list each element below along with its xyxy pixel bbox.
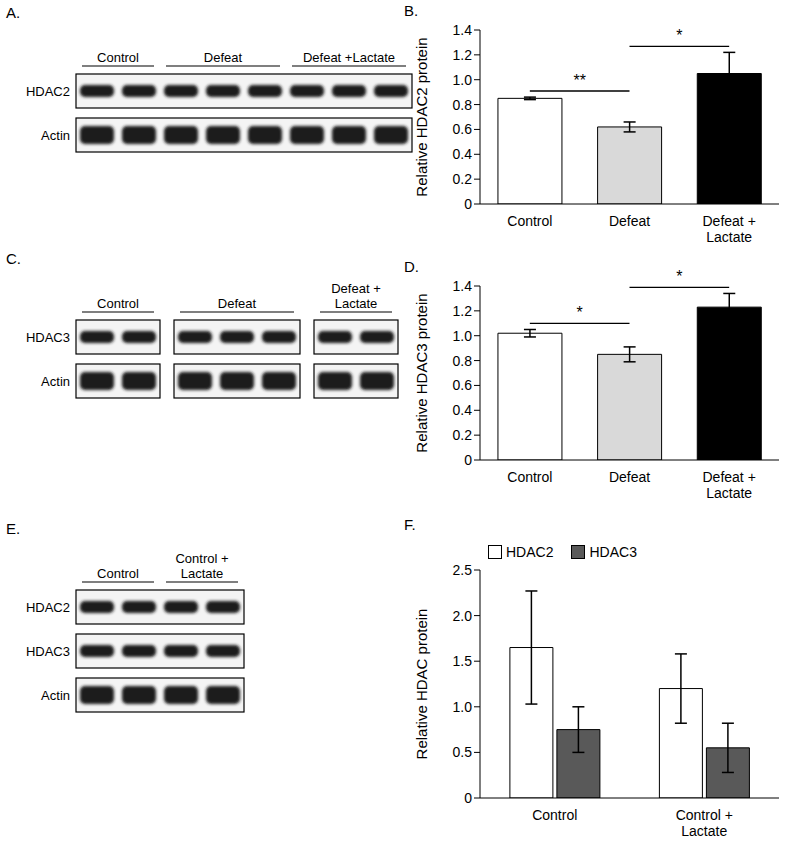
svg-text:HDAC3: HDAC3 [26, 330, 70, 345]
svg-text:**: ** [573, 72, 585, 89]
svg-text:2.5: 2.5 [453, 562, 473, 578]
svg-text:1.4: 1.4 [453, 22, 473, 38]
svg-text:Control: Control [507, 213, 552, 229]
svg-text:1.0: 1.0 [453, 699, 473, 715]
svg-text:1.2: 1.2 [453, 303, 473, 319]
svg-text:Defeat: Defeat [609, 469, 650, 485]
svg-text:0: 0 [464, 196, 472, 212]
svg-text:Control +: Control + [676, 807, 733, 823]
html-text:D.: D. [404, 258, 419, 275]
svg-text:Lactate: Lactate [706, 229, 752, 245]
svg-text:1.0: 1.0 [453, 72, 473, 88]
svg-text:Defeat +Lactate: Defeat +Lactate [303, 50, 395, 65]
svg-text:0: 0 [464, 790, 472, 806]
svg-text:Lactate: Lactate [335, 296, 378, 311]
svg-text:Defeat +: Defeat + [331, 281, 381, 296]
svg-text:Control: Control [97, 296, 139, 311]
svg-text:Relative HDAC3 protein: Relative HDAC3 protein [413, 293, 430, 452]
html-text:E.: E. [6, 520, 21, 537]
svg-text:0.8: 0.8 [453, 97, 473, 113]
svg-text:Control: Control [97, 50, 139, 65]
svg-text:HDAC2: HDAC2 [26, 84, 70, 99]
svg-text:Lactate: Lactate [681, 823, 727, 839]
svg-text:Control: Control [97, 566, 139, 581]
html-text:HDAC2: HDAC2 [506, 544, 554, 560]
html-text:C.: C. [6, 250, 21, 267]
svg-text:HDAC3: HDAC3 [26, 644, 70, 659]
svg-text:Defeat: Defeat [218, 296, 257, 311]
svg-text:0.8: 0.8 [453, 353, 473, 369]
svg-text:Actin: Actin [41, 128, 70, 143]
svg-text:Defeat: Defeat [609, 213, 650, 229]
svg-text:Lactate: Lactate [706, 485, 752, 501]
svg-text:0.2: 0.2 [453, 171, 473, 187]
svg-text:Relative HDAC protein: Relative HDAC protein [413, 609, 430, 760]
html-text:A.: A. [6, 4, 21, 21]
svg-text:HDAC2: HDAC2 [26, 600, 70, 615]
svg-text:0.6: 0.6 [453, 121, 473, 137]
svg-text:0.5: 0.5 [453, 744, 473, 760]
html-text:B.: B. [404, 2, 419, 19]
svg-text:0.4: 0.4 [453, 402, 473, 418]
svg-text:0.4: 0.4 [453, 146, 473, 162]
svg-text:0.6: 0.6 [453, 377, 473, 393]
svg-text:Defeat +: Defeat + [703, 213, 756, 229]
svg-text:1.4: 1.4 [453, 278, 473, 294]
svg-text:1.5: 1.5 [453, 653, 473, 669]
html-text:F.: F. [404, 516, 416, 533]
svg-text:Actin: Actin [41, 374, 70, 389]
svg-text:0: 0 [464, 452, 472, 468]
svg-text:Lactate: Lactate [181, 566, 224, 581]
svg-text:*: * [676, 268, 682, 285]
svg-text:Control: Control [507, 469, 552, 485]
svg-text:Control +: Control + [175, 551, 228, 566]
svg-text:2.0: 2.0 [453, 608, 473, 624]
svg-text:*: * [577, 304, 583, 321]
svg-text:Defeat +: Defeat + [703, 469, 756, 485]
svg-text:*: * [676, 27, 682, 44]
html-text:HDAC3: HDAC3 [589, 544, 637, 560]
svg-text:Relative HDAC2 protein: Relative HDAC2 protein [413, 37, 430, 196]
svg-text:Actin: Actin [41, 688, 70, 703]
svg-text:1.0: 1.0 [453, 328, 473, 344]
svg-text:0.2: 0.2 [453, 427, 473, 443]
svg-text:Defeat: Defeat [204, 50, 243, 65]
svg-text:1.2: 1.2 [453, 47, 473, 63]
svg-text:Control: Control [532, 807, 577, 823]
